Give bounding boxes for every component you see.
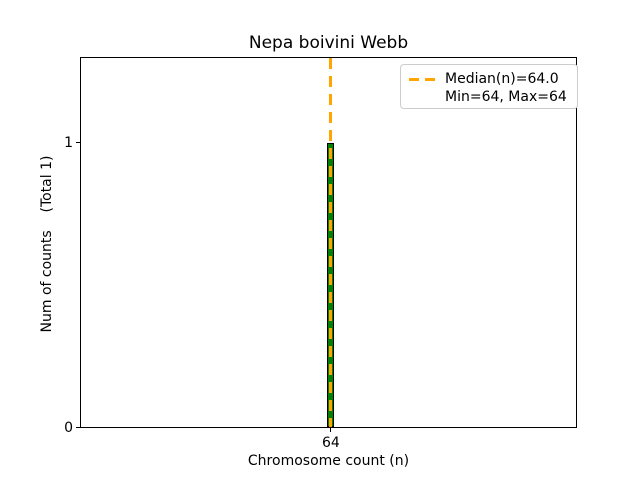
plot-area: Median(n)=64.0 Min=64, Max=64 bbox=[80, 57, 578, 428]
y-tick-mark-1 bbox=[76, 142, 80, 144]
legend-swatch-spacer bbox=[409, 96, 436, 99]
median-dashed-line bbox=[328, 58, 332, 427]
chart-title: Nepa boivini Webb bbox=[248, 33, 409, 53]
x-tick-label-64: 64 bbox=[322, 435, 340, 451]
legend-box: Median(n)=64.0 Min=64, Max=64 bbox=[400, 64, 578, 109]
y-tick-label-1: 1 bbox=[64, 135, 73, 151]
x-tick-mark-64 bbox=[329, 428, 331, 432]
y-tick-mark-0 bbox=[76, 427, 80, 429]
legend-row-minmax: Min=64, Max=64 bbox=[409, 88, 569, 106]
x-axis-label: Chromosome count (n) bbox=[247, 453, 410, 469]
legend-minmax-label: Min=64, Max=64 bbox=[445, 89, 567, 105]
legend-row-median: Median(n)=64.0 bbox=[409, 70, 569, 88]
legend-median-label: Median(n)=64.0 bbox=[445, 71, 559, 87]
y-axis-label: Num of counts (Total 1) bbox=[39, 155, 55, 333]
y-tick-label-0: 0 bbox=[64, 420, 73, 436]
median-line-swatch bbox=[409, 77, 436, 81]
